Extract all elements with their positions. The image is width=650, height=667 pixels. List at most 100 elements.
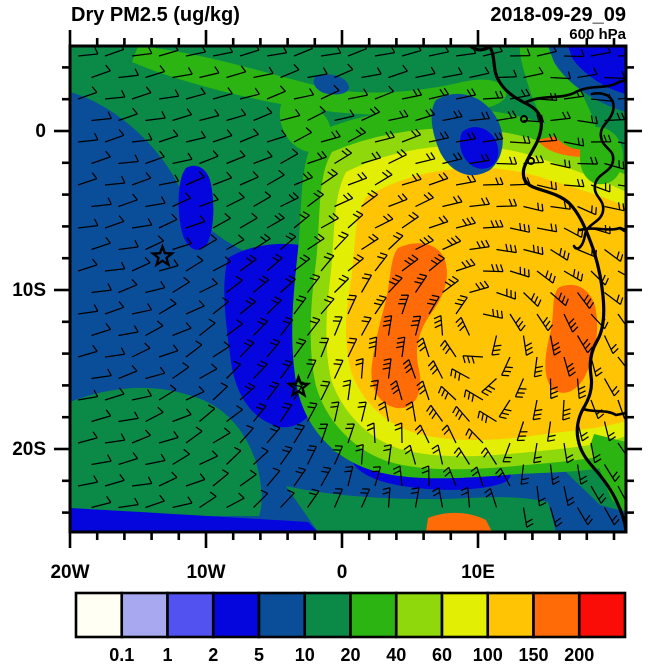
- wind-barb: [212, 469, 229, 487]
- wind-barb: [410, 315, 422, 336]
- wind-barb: [293, 211, 310, 229]
- wind-barb: [226, 319, 244, 337]
- wind-barb: [401, 172, 422, 186]
- wind-barb: [145, 320, 164, 337]
- wind-barb: [437, 385, 457, 401]
- wind-barb: [604, 112, 626, 122]
- wind-barb: [199, 193, 219, 208]
- wind-barb: [330, 401, 340, 422]
- wind-barb: [131, 172, 152, 186]
- wind-barb: [293, 467, 307, 487]
- wind-barb: [104, 89, 126, 100]
- wind-barb: [91, 236, 111, 251]
- wind-barb: [442, 195, 463, 208]
- colorbar-label: 1: [162, 645, 172, 665]
- wind-barb: [484, 487, 498, 508]
- wind-barb: [482, 177, 504, 186]
- wind-barb: [145, 281, 166, 294]
- wind-barb: [104, 261, 126, 272]
- wind-barb: [576, 421, 589, 442]
- wind-barb: [266, 338, 281, 358]
- wind-barb: [320, 168, 338, 186]
- wind-barb: [342, 379, 352, 401]
- wind-barb: [549, 378, 559, 400]
- wind-barb: [293, 423, 306, 444]
- wind-barb: [185, 130, 207, 143]
- wind-barb: [414, 424, 430, 444]
- wind-barb: [226, 446, 242, 465]
- wind-barb: [392, 465, 403, 487]
- wind-barb: [280, 108, 301, 122]
- wind-barb: [306, 402, 318, 422]
- wind-barb: [442, 109, 463, 122]
- wind-barb: [576, 378, 587, 399]
- wind-barb: [617, 227, 626, 234]
- x-axis-label: 0: [337, 562, 348, 583]
- wind-barb: [172, 496, 193, 509]
- wind-barb: [212, 297, 230, 315]
- wind-barb: [452, 405, 470, 422]
- wind-barb: [414, 273, 428, 293]
- wind-barb: [382, 358, 392, 379]
- wind-barb: [266, 169, 285, 186]
- wind-barb: [212, 256, 232, 272]
- wind-barb: [617, 184, 626, 187]
- wind-barb: [388, 109, 409, 122]
- colorbar-cell: [394, 591, 444, 639]
- wind-barb: [428, 172, 449, 186]
- wind-barb: [428, 253, 445, 272]
- wind-barb: [477, 410, 497, 424]
- wind-barb: [442, 466, 457, 487]
- wind-barb: [347, 210, 364, 229]
- wind-barb: [495, 467, 511, 487]
- wind-barb: [131, 132, 153, 143]
- wind-barb: [577, 292, 595, 309]
- wind-barb: [118, 278, 138, 294]
- wind-barb: [333, 359, 344, 379]
- wind-barb: [226, 108, 247, 122]
- wind-barb: [482, 90, 504, 100]
- wind-barb: [253, 233, 271, 251]
- wind-barb: [266, 212, 285, 229]
- wind-barb: [462, 355, 484, 364]
- wind-barb: [158, 213, 178, 229]
- wind-barb: [563, 313, 579, 333]
- wind-barb: [563, 49, 585, 58]
- wind-barb: [550, 201, 571, 210]
- wind-barb: [212, 212, 231, 229]
- wind-barb: [239, 87, 260, 100]
- map-region: [313, 74, 349, 95]
- wind-barb: [118, 497, 139, 509]
- wind-barb: [428, 131, 450, 143]
- wind-barb: [509, 222, 531, 233]
- wind-barb: [465, 428, 484, 444]
- wind-barb: [212, 427, 231, 444]
- wind-barb: [253, 150, 273, 165]
- wind-barb: [455, 258, 476, 272]
- wind-barb: [536, 270, 556, 284]
- wind-barb: [415, 152, 436, 165]
- wind-barb: [576, 335, 593, 354]
- wind-barb: [158, 344, 179, 358]
- colorbar-cell: [257, 591, 307, 639]
- wind-barb: [520, 464, 530, 485]
- wind-barb: [145, 366, 166, 380]
- wind-barb: [590, 399, 605, 420]
- wind-barb: [118, 452, 139, 466]
- wind-barb: [266, 85, 286, 100]
- wind-barb: [368, 336, 378, 358]
- wind-barb: [533, 356, 544, 378]
- x-axis-label: 10E: [461, 562, 495, 583]
- wind-barb: [280, 275, 296, 293]
- wind-barb: [253, 66, 274, 79]
- wind-barb: [401, 254, 419, 272]
- wind-barb: [212, 87, 233, 100]
- wind-barb: [118, 239, 139, 251]
- wind-barb: [604, 71, 626, 80]
- colorbar-label: 20: [340, 645, 360, 665]
- wind-barb: [455, 46, 477, 57]
- wind-barb: [199, 234, 218, 251]
- wind-barb: [345, 423, 355, 444]
- wind-barb: [266, 129, 287, 143]
- wind-barb: [334, 231, 349, 250]
